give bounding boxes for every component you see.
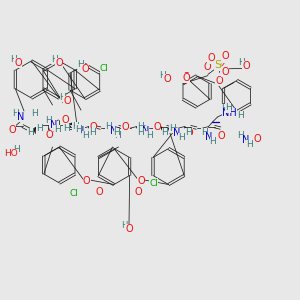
- Text: H: H: [162, 128, 168, 137]
- Text: O: O: [8, 124, 16, 135]
- Text: H: H: [237, 131, 244, 140]
- Text: H: H: [12, 109, 19, 118]
- Polygon shape: [88, 127, 94, 133]
- Text: O: O: [137, 176, 145, 187]
- Polygon shape: [72, 123, 78, 129]
- Text: O: O: [182, 72, 190, 82]
- Text: S: S: [214, 60, 221, 70]
- Text: H: H: [114, 128, 120, 137]
- Text: H: H: [122, 221, 128, 230]
- Text: O: O: [217, 130, 225, 141]
- Text: O: O: [61, 115, 69, 125]
- Polygon shape: [112, 127, 118, 133]
- Text: H: H: [210, 137, 216, 146]
- Text: H: H: [55, 125, 61, 134]
- Text: O: O: [215, 76, 223, 86]
- Text: O: O: [254, 134, 261, 145]
- Text: H: H: [77, 60, 84, 69]
- Text: N: N: [50, 120, 57, 130]
- Text: O: O: [221, 51, 229, 62]
- Text: H: H: [237, 111, 243, 120]
- Text: H: H: [238, 58, 245, 67]
- Text: H: H: [51, 55, 57, 64]
- Text: N: N: [17, 112, 24, 122]
- Text: HO: HO: [4, 149, 18, 158]
- Text: O: O: [185, 128, 193, 138]
- Text: H: H: [27, 128, 33, 137]
- Text: O: O: [83, 176, 91, 187]
- Text: O: O: [185, 128, 193, 139]
- Polygon shape: [31, 128, 36, 135]
- Text: O: O: [182, 73, 190, 83]
- Text: O: O: [89, 122, 97, 133]
- Text: H: H: [82, 131, 88, 140]
- Text: O: O: [217, 131, 225, 142]
- Text: H: H: [146, 131, 153, 140]
- Text: O: O: [220, 52, 228, 63]
- Text: NH: NH: [222, 108, 237, 118]
- Text: Cl: Cl: [100, 64, 109, 73]
- Text: H: H: [201, 128, 207, 137]
- Text: H: H: [186, 128, 192, 137]
- Text: H: H: [75, 124, 81, 134]
- Polygon shape: [160, 127, 166, 133]
- Text: H: H: [73, 122, 79, 131]
- Text: N: N: [77, 126, 85, 136]
- Text: N: N: [205, 132, 212, 142]
- Text: H: H: [138, 128, 144, 137]
- Text: O: O: [95, 187, 103, 197]
- Text: O: O: [89, 122, 97, 132]
- Text: H: H: [37, 124, 43, 133]
- Text: H: H: [169, 124, 175, 133]
- Text: O: O: [242, 61, 250, 71]
- Text: O: O: [45, 130, 53, 140]
- Text: O: O: [55, 58, 63, 68]
- Text: H: H: [105, 122, 112, 131]
- Text: N: N: [173, 128, 181, 138]
- Text: N: N: [142, 126, 149, 136]
- Text: H: H: [90, 128, 96, 137]
- Text: O: O: [153, 122, 161, 133]
- Text: O: O: [207, 53, 215, 64]
- Text: H: H: [37, 124, 43, 133]
- Polygon shape: [136, 127, 142, 133]
- Text: O: O: [122, 122, 129, 133]
- Text: H: H: [63, 124, 70, 133]
- Text: H: H: [114, 131, 121, 140]
- Text: H: H: [137, 122, 144, 131]
- Text: H: H: [246, 140, 253, 149]
- Text: H: H: [159, 71, 166, 80]
- Polygon shape: [184, 127, 190, 133]
- Text: O: O: [125, 224, 133, 235]
- Text: H: H: [11, 55, 17, 64]
- Text: H: H: [13, 146, 20, 154]
- Text: Cl: Cl: [70, 189, 79, 198]
- Text: H: H: [60, 93, 66, 102]
- Text: N: N: [242, 135, 249, 145]
- Text: H: H: [32, 109, 38, 118]
- Text: Cl: Cl: [149, 178, 158, 188]
- Text: S: S: [214, 60, 221, 70]
- Text: O: O: [203, 61, 211, 72]
- Text: N: N: [110, 126, 117, 136]
- Text: H: H: [222, 104, 228, 113]
- Text: H: H: [46, 116, 52, 125]
- Text: O: O: [63, 96, 71, 106]
- Text: H: H: [225, 103, 231, 112]
- Text: O: O: [122, 122, 130, 132]
- Text: O: O: [134, 187, 142, 197]
- Text: O: O: [221, 67, 229, 77]
- Text: O: O: [14, 58, 22, 68]
- Text: O: O: [8, 124, 16, 135]
- Text: O: O: [154, 122, 161, 132]
- Text: O: O: [164, 74, 171, 85]
- Text: H: H: [178, 133, 184, 142]
- Text: O: O: [208, 52, 216, 63]
- Text: O: O: [81, 64, 89, 74]
- Text: O: O: [254, 134, 261, 144]
- Text: H: H: [27, 128, 33, 137]
